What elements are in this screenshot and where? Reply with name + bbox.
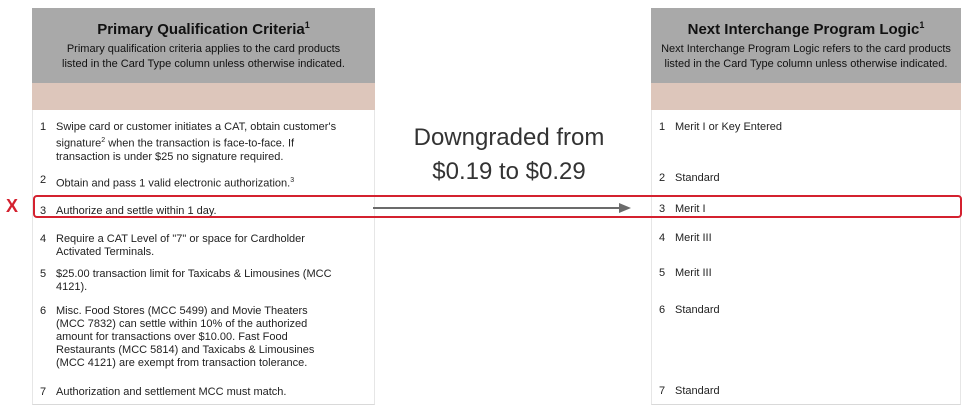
x-mark-icon: X [6,196,19,216]
left-panel-body: 1 Swipe card or customer initiates a CAT… [32,110,375,405]
right-panel-subtitle: Next Interchange Program Logic refers to… [661,43,951,70]
next-interchange-panel: Next Interchange Program Logic1 Next Int… [651,8,961,405]
primary-qualification-panel: Primary Qualification Criteria1 Primary … [32,8,375,405]
right-panel-body: 1 Merit I or Key Entered 2 Standard 3 Me… [651,110,961,405]
row-3-highlight-box [33,195,962,218]
left-panel-subtitle: Primary qualification criteria applies t… [62,43,345,70]
arrow-right-icon [373,203,631,213]
downgrade-note: Downgraded from $0.19 to $0.29 [413,124,605,185]
left-panel-header: Primary Qualification Criteria1 Primary … [32,8,375,83]
right-panel-header: Next Interchange Program Logic1 Next Int… [651,8,961,83]
left-panel-band [32,83,375,110]
right-panel-title: Next Interchange Program Logic1 [687,20,925,38]
left-panel-title: Primary Qualification Criteria1 [97,20,310,38]
right-panel-band [651,83,961,110]
